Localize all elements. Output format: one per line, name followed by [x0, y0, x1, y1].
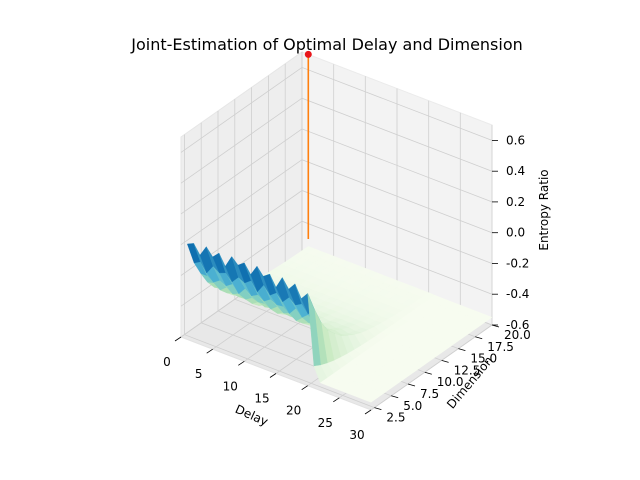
- x-tick-label: 20: [286, 404, 301, 418]
- y-tick-mark: [458, 348, 466, 351]
- y-tick-mark: [374, 407, 382, 410]
- y-tick-label: 15.0: [470, 352, 497, 366]
- y-tick-label: 10.0: [437, 375, 464, 389]
- z-tick-label: -0.6: [506, 318, 529, 332]
- chart-title: Joint-Estimation of Optimal Delay and Di…: [130, 35, 523, 54]
- x-tick-label: 5: [195, 367, 203, 381]
- grid-line-z: [180, 66, 493, 153]
- y-tick-label: 17.5: [487, 340, 514, 354]
- y-tick-mark: [407, 383, 416, 387]
- optimum-marker: [304, 50, 312, 58]
- optimum-marker-group: [304, 50, 312, 239]
- grid-line-z: [180, 97, 493, 184]
- axis-ticks: 0 5 10 15 20 25 30 2.55.07.510.012.515.017.520.…: [163, 133, 531, 442]
- surface-facet: [364, 394, 379, 403]
- y-tick-label: 5.0: [403, 399, 422, 413]
- y-tick-mark: [441, 360, 449, 363]
- x-tick-mark: [301, 385, 308, 391]
- x-tick-label: 15: [254, 392, 269, 406]
- x-tick-mark: [364, 409, 372, 415]
- z-tick-label: -0.2: [506, 257, 529, 271]
- z-tick-label: 0.4: [506, 164, 525, 178]
- y-tick-mark: [424, 371, 432, 375]
- grid-line-z: [180, 159, 493, 246]
- x-tick-mark: [206, 348, 213, 354]
- x-tick-mark: [238, 360, 245, 366]
- y-tick-label: 2.5: [386, 411, 405, 425]
- x-axis-label: Delay: [233, 402, 270, 429]
- surface-plot: [187, 243, 493, 403]
- grid-line-z: [180, 128, 493, 215]
- z-axis-label: Entropy Ratio: [537, 169, 551, 250]
- z-tick-label: 0.6: [506, 133, 525, 147]
- z-tick-label: -0.4: [506, 287, 529, 301]
- grid-line-z: [180, 190, 493, 276]
- y-tick-label: 7.5: [420, 387, 439, 401]
- x-tick-mark: [174, 336, 182, 342]
- x-tick-label: 25: [318, 416, 333, 430]
- y-tick-mark: [475, 336, 483, 340]
- y-tick-label: 20.0: [504, 328, 531, 342]
- x-tick-label: 0: [163, 355, 171, 369]
- x-tick-mark: [269, 373, 277, 378]
- z-tick-label: 0.2: [506, 195, 525, 209]
- x-tick-label: 10: [223, 379, 238, 393]
- x-tick-mark: [333, 397, 340, 403]
- y-tick-label: 12.5: [454, 363, 481, 377]
- y-tick-mark: [391, 395, 399, 399]
- z-tick-label: 0.0: [506, 226, 525, 240]
- x-tick-label: 30: [349, 428, 364, 442]
